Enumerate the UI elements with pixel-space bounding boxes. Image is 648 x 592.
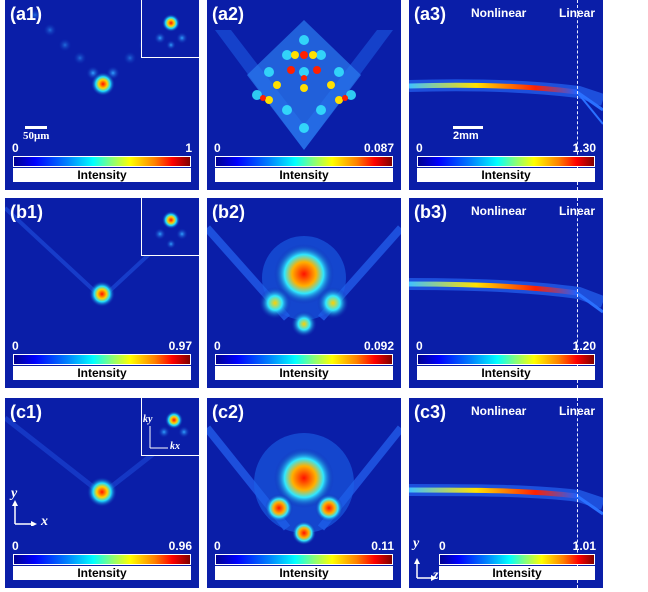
- fourier-inset: ky kx: [141, 398, 199, 456]
- panel-label: (a1): [10, 4, 43, 24]
- colorbar-max: 0.11: [371, 539, 394, 553]
- panel-label: (b1): [10, 202, 43, 222]
- colorbar-min: 0: [214, 141, 221, 155]
- z-axis-label: z: [433, 568, 439, 583]
- colorbar-max: 0.97: [168, 339, 192, 353]
- panel-label: (b2): [212, 202, 245, 222]
- fourier-inset: [141, 0, 199, 58]
- panel-b2: (b2) 0 0.092 Intensity: [207, 198, 401, 388]
- colorbar: [417, 156, 595, 167]
- panel-label: (c3): [414, 402, 447, 422]
- scale-bar-label: 2mm: [453, 130, 479, 142]
- linear-region-label: Linear: [558, 6, 595, 20]
- panel-label: (c2): [212, 402, 245, 422]
- colorbar-max: 1.20: [572, 339, 596, 353]
- scale-bar: [453, 126, 483, 129]
- colorbar-title: Intensity: [13, 566, 191, 580]
- y-axis-label: y: [413, 536, 420, 551]
- panel-a2: (a2) 0 0.087 Intensity: [207, 0, 401, 190]
- nonlinear-region-label: Nonlinear: [471, 204, 527, 218]
- colorbar-title: Intensity: [215, 168, 393, 182]
- colorbar-min: 0: [439, 539, 446, 553]
- colorbar: [215, 554, 393, 565]
- panel-label: (a2): [212, 4, 245, 24]
- colorbar: [13, 156, 191, 167]
- panel-c1: (c1) ky kx y x 0 0.96 Intensity: [5, 398, 199, 588]
- panel-c2: (c2) 0 0.11 Intensity: [207, 398, 401, 588]
- colorbar-max: 1.01: [572, 539, 596, 553]
- colorbar-min: 0: [12, 539, 19, 553]
- colorbar-min: 0: [214, 339, 221, 353]
- y-axis-label: y: [11, 486, 18, 501]
- colorbar: [215, 156, 393, 167]
- panel-a3: (a3) Nonlinear Linear 2mm 0 1.30 Intensi…: [409, 0, 603, 190]
- interface-line: [577, 0, 578, 190]
- scale-bar: [25, 126, 47, 129]
- colorbar-min: 0: [12, 339, 19, 353]
- colorbar: [215, 354, 393, 365]
- colorbar-title: Intensity: [417, 168, 595, 182]
- colorbar: [439, 554, 595, 565]
- panel-label: (a3): [414, 4, 447, 24]
- panel-label: (c1): [10, 402, 43, 422]
- colorbar-max: 0.092: [363, 339, 394, 353]
- colorbar-title: Intensity: [439, 566, 595, 580]
- nonlinear-region-label: Nonlinear: [471, 404, 527, 418]
- panel-b1: (b1) 0 0.97 Intensity: [5, 198, 199, 388]
- linear-region-label: Linear: [558, 404, 595, 418]
- panel-c3: (c3) Nonlinear Linear y z 0 1.01 Intensi…: [409, 398, 603, 588]
- panel-b3: (b3) Nonlinear Linear 0 1.20 Intensity: [409, 198, 603, 388]
- colorbar-title: Intensity: [13, 168, 191, 182]
- colorbar-max: 1.30: [572, 141, 596, 155]
- colorbar-title: Intensity: [417, 366, 595, 380]
- panel-a1: (a1) 50μm 0 1 Intensity: [5, 0, 199, 190]
- linear-region-label: Linear: [558, 204, 595, 218]
- inset-kx-label: kx: [170, 441, 180, 452]
- colorbar-min: 0: [416, 339, 423, 353]
- colorbar-min: 0: [12, 141, 19, 155]
- colorbar-min: 0: [214, 539, 221, 553]
- colorbar-max: 0.96: [168, 539, 192, 553]
- panel-label: (b3): [414, 202, 447, 222]
- nonlinear-region-label: Nonlinear: [471, 6, 527, 20]
- x-axis-label: x: [41, 514, 48, 529]
- axes-arrows: [12, 500, 37, 526]
- colorbar-max: 1: [185, 141, 192, 155]
- colorbar-min: 0: [416, 141, 423, 155]
- colorbar-title: Intensity: [215, 566, 393, 580]
- colorbar: [417, 354, 595, 365]
- interface-line: [577, 398, 578, 588]
- fourier-inset: [141, 198, 199, 256]
- axes-arrows: [414, 558, 437, 581]
- colorbar: [13, 354, 191, 365]
- colorbar-max: 0.087: [363, 141, 394, 155]
- scale-bar-label: 50μm: [23, 130, 50, 142]
- colorbar: [13, 554, 191, 565]
- inset-ky-label: ky: [143, 414, 153, 425]
- colorbar-title: Intensity: [215, 366, 393, 380]
- interface-line: [577, 198, 578, 388]
- colorbar-title: Intensity: [13, 366, 191, 380]
